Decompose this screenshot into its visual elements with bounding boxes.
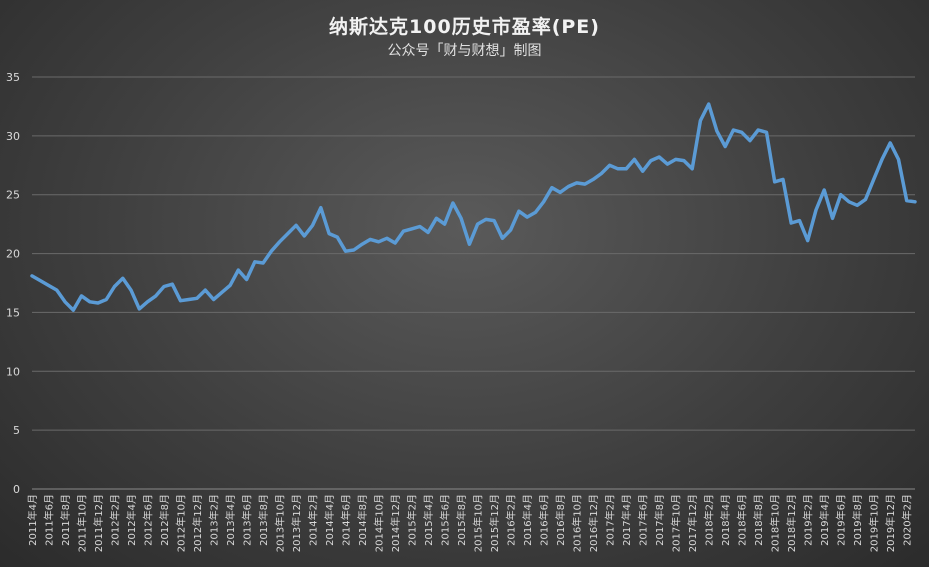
x-tick-label: 2019年10月 [868,494,881,552]
x-tick-label: 2019年6月 [835,494,848,546]
y-tick-label: 30 [6,130,20,143]
x-tick-label: 2013年12月 [290,494,303,552]
chart-title: 纳斯达克100历史市盈率(PE) [329,16,600,38]
series-line-layer [30,102,917,312]
x-tick-label: 2011年12月 [92,494,105,552]
x-tick-label: 2016年6月 [538,494,551,546]
x-tick-label: 2014年10月 [373,494,386,552]
chart-subtitle: 公众号「财与财想」制图 [387,43,542,59]
x-tick-label: 2015年4月 [422,494,435,546]
x-tick-label: 2017年12月 [686,494,699,552]
x-tick-label: 2018年12月 [785,494,798,552]
x-tick-label: 2018年8月 [752,494,765,546]
x-tick-label: 2015年2月 [406,494,419,546]
y-tick-label: 35 [6,71,20,84]
x-tick-label: 2012年4月 [125,494,138,546]
x-tick-label: 2013年2月 [208,494,221,546]
x-tick-label: 2012年8月 [158,494,171,546]
x-tick-label: 2018年10月 [769,494,782,552]
x-tick-label: 2018年6月 [736,494,749,546]
x-tick-label: 2013年8月 [257,494,270,546]
x-tick-label: 2011年8月 [59,494,72,546]
x-tick-label: 2011年4月 [26,494,39,546]
y-axis-tick-labels: 0 5 10 15 20 25 30 35 [6,71,20,496]
x-tick-label: 2012年6月 [142,494,155,546]
x-axis-tick-labels: 2011年4月 2011年6月 2011年8月 2011年10月 2011年12月 201… [26,494,914,552]
pe-series-line [30,102,917,312]
x-tick-label: 2019年2月 [802,494,815,546]
x-tick-label: 2014年2月 [307,494,320,546]
x-tick-label: 2017年10月 [670,494,683,552]
x-tick-label: 2011年10月 [76,494,89,552]
y-tick-label: 5 [13,424,20,437]
x-tick-label: 2018年2月 [703,494,716,546]
x-tick-label: 2019年12月 [884,494,897,552]
x-tick-label: 2014年4月 [323,494,336,546]
x-tick-label: 2016年2月 [505,494,518,546]
x-tick-label: 2017年6月 [637,494,650,546]
x-tick-label: 2013年10月 [274,494,287,552]
x-tick-label: 2019年4月 [818,494,831,546]
x-tick-label: 2016年4月 [521,494,534,546]
x-tick-label: 2014年12月 [389,494,402,552]
x-tick-label: 2016年8月 [554,494,567,546]
x-tick-label: 2018年4月 [719,494,732,546]
x-tick-label: 2016年10月 [571,494,584,552]
x-tick-label: 2014年8月 [356,494,369,546]
x-tick-label: 2016年12月 [587,494,600,552]
x-tick-label: 2017年8月 [653,494,666,546]
x-tick-label: 2012年10月 [175,494,188,552]
x-tick-label: 2015年8月 [455,494,468,546]
gridlines [32,76,915,490]
x-tick-label: 2017年2月 [604,494,617,546]
x-tick-label: 2017年4月 [620,494,633,546]
x-tick-label: 2015年10月 [472,494,485,552]
x-tick-label: 2013年6月 [241,494,254,546]
x-tick-label: 2014年6月 [340,494,353,546]
y-tick-label: 25 [6,189,20,202]
y-tick-label: 0 [13,483,20,496]
y-tick-label: 15 [6,306,20,319]
y-tick-label: 10 [6,365,20,378]
y-tick-label: 20 [6,248,20,261]
x-tick-label: 2020年2月 [901,494,914,546]
x-tick-label: 2015年6月 [439,494,452,546]
x-tick-label: 2015年12月 [488,494,501,552]
x-tick-label: 2019年8月 [851,494,864,546]
x-tick-label: 2013年4月 [224,494,237,546]
x-tick-label: 2012年2月 [109,494,122,546]
x-tick-label: 2012年12月 [191,494,204,552]
x-tick-label: 2011年6月 [43,494,56,546]
